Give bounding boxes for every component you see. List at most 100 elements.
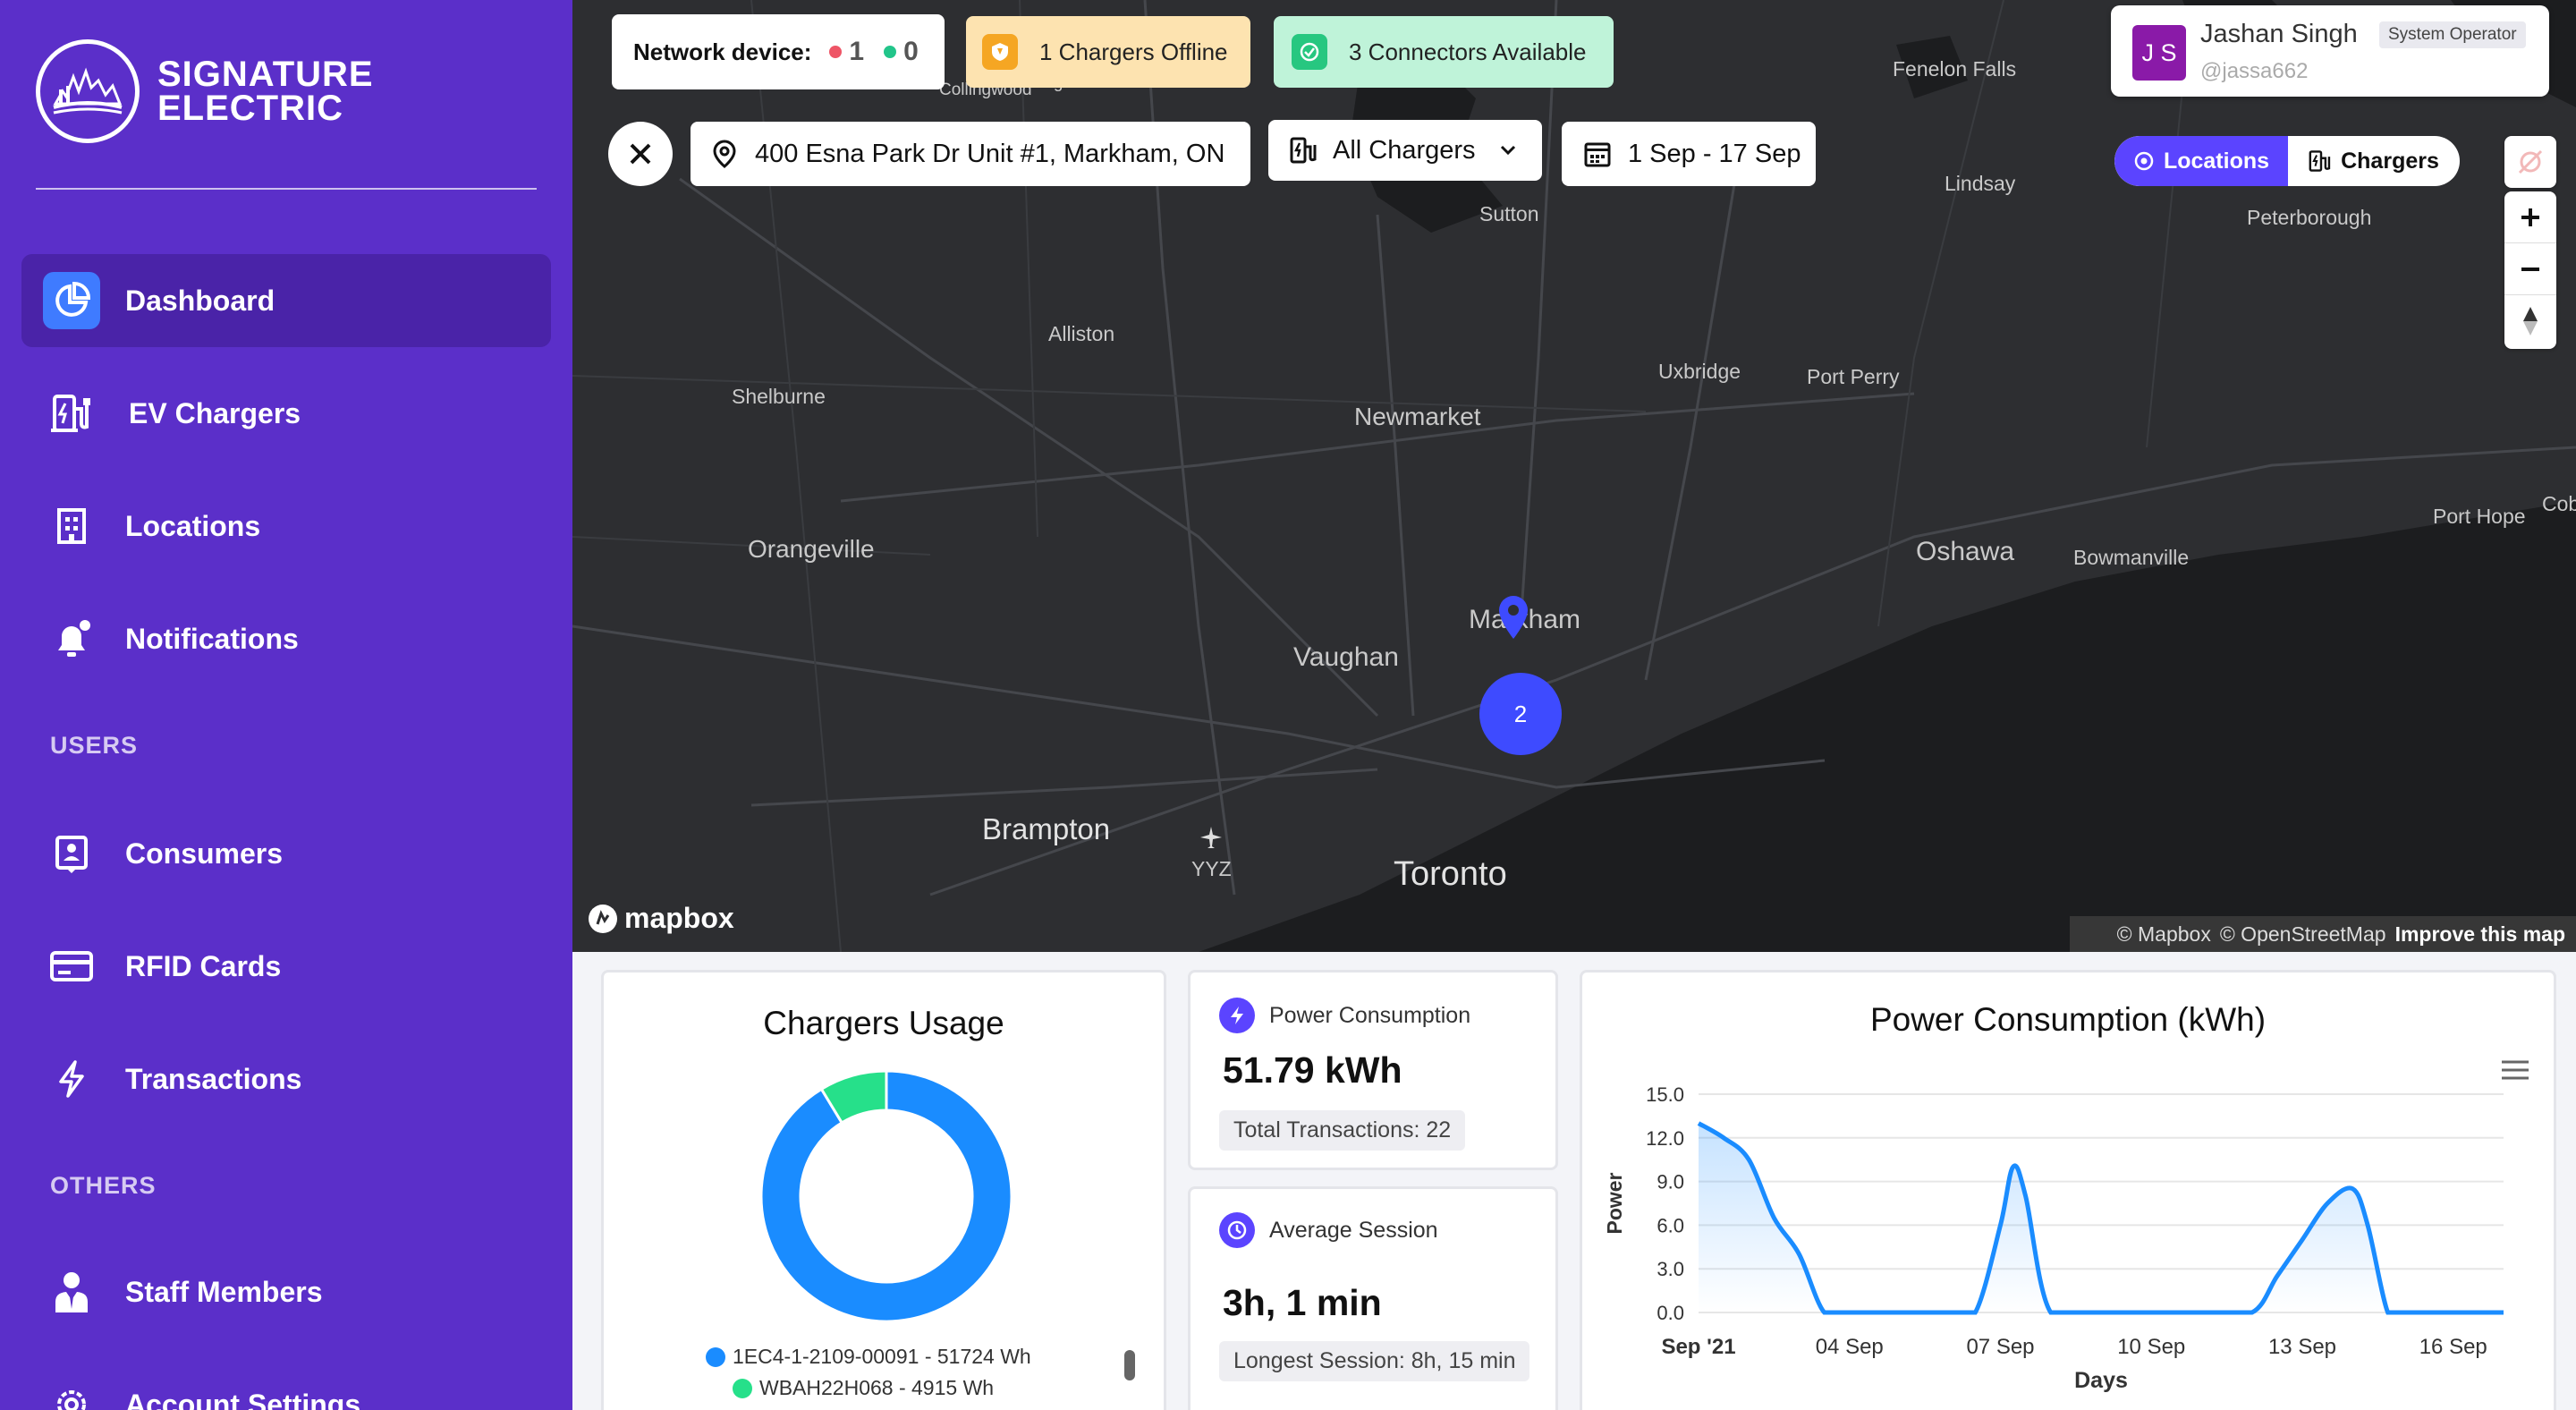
power-consumption-card: Power Consumption 51.79 kWh Total Transa… xyxy=(1188,970,1558,1170)
legend-item[interactable]: 1EC4-1-2109-00091 - 51724 Wh xyxy=(706,1345,1081,1369)
card-icon xyxy=(43,938,100,995)
user-profile-card[interactable]: J S Jashan Singh System Operator @jassa6… xyxy=(2111,5,2549,97)
charger-select[interactable]: All Chargers xyxy=(1268,120,1542,181)
section-others: OTHERS xyxy=(50,1172,157,1199)
series-area xyxy=(1699,1123,2504,1312)
y-tick-label: 0.0 xyxy=(1657,1302,1684,1324)
map-label-yyz: YYZ xyxy=(1191,857,1232,880)
online-dot-icon xyxy=(884,46,897,58)
donut-slice-0[interactable] xyxy=(759,1069,1013,1323)
layer-toggle-button[interactable] xyxy=(2504,136,2556,188)
ev-charger-icon xyxy=(2309,150,2331,172)
toggle-chargers[interactable]: Chargers xyxy=(2288,136,2460,186)
sidebar-item-label: Notifications xyxy=(125,622,299,655)
donut-slice-1[interactable] xyxy=(819,1069,888,1125)
sidebar-item-label: RFID Cards xyxy=(125,949,282,982)
sidebar-item-staff-members[interactable]: Staff Members xyxy=(21,1245,551,1338)
stat-header: Power Consumption xyxy=(1219,998,1470,1033)
chart-title: Power Consumption (kWh) xyxy=(1869,1001,2267,1038)
ev-charger-icon xyxy=(43,385,100,442)
sidebar-item-ev-chargers[interactable]: EV Chargers xyxy=(21,367,551,460)
map-attribution: © Mapbox © OpenStreetMap Improve this ma… xyxy=(2070,916,2576,952)
compass-button[interactable] xyxy=(2504,295,2556,347)
map-label-port-hope: Port Hope xyxy=(2433,505,2526,528)
address-search-field[interactable]: 400 Esna Park Dr Unit #1, Markham, ON xyxy=(691,122,1250,186)
role-badge: System Operator xyxy=(2379,21,2526,48)
legend-swatch xyxy=(706,1346,725,1367)
map-label-uxbridge: Uxbridge xyxy=(1658,360,1741,383)
user-handle: @jassa662 xyxy=(2200,59,2309,83)
y-tick-label: 9.0 xyxy=(1657,1171,1684,1193)
ev-charger-icon xyxy=(1290,137,1317,164)
y-tick-label: 15.0 xyxy=(1646,1083,1684,1106)
close-button[interactable] xyxy=(608,122,673,186)
zoom-out-button[interactable] xyxy=(2504,243,2556,295)
x-tick-label: Sep '21 xyxy=(1661,1335,1735,1359)
x-tick-label: 16 Sep xyxy=(2419,1335,2487,1359)
close-icon xyxy=(630,143,651,165)
user-badge-icon xyxy=(43,825,100,882)
legend-swatch xyxy=(733,1378,752,1398)
mapbox-logo[interactable]: mapbox xyxy=(587,902,734,935)
sidebar-item-account-settings[interactable]: Account Settings xyxy=(21,1358,551,1410)
series-line[interactable] xyxy=(1697,1121,2504,1315)
location-off-icon xyxy=(2518,149,2543,174)
dashboard-icon xyxy=(43,272,100,329)
compass-icon xyxy=(2523,307,2538,336)
sidebar-item-label: Consumers xyxy=(125,837,284,870)
map[interactable]: Collingwood Wasaga Beach Fenelon Falls L… xyxy=(572,0,2576,952)
location-pin-icon[interactable] xyxy=(1497,594,1530,645)
airport-icon xyxy=(1199,825,1224,854)
map-label-shelburne: Shelburne xyxy=(732,385,826,408)
session-value: 3h, 1 min xyxy=(1223,1282,1382,1323)
lightning-icon xyxy=(43,1050,100,1108)
brand-logo[interactable]: SIGNATURE ELECTRIC xyxy=(36,39,374,143)
map-label-brampton: Brampton xyxy=(982,812,1111,845)
sidebar-item-label: Staff Members xyxy=(125,1275,323,1308)
map-label-lindsay: Lindsay xyxy=(1945,172,2016,195)
y-axis-label: Power xyxy=(1603,1172,1626,1234)
building-icon xyxy=(43,497,100,555)
location-pin-icon xyxy=(713,140,736,168)
sidebar: SIGNATURE ELECTRIC Dashboard EV Chargers… xyxy=(0,0,572,1410)
y-tick-label: 6.0 xyxy=(1657,1214,1684,1236)
date-range-picker[interactable]: 1 Sep - 17 Sep xyxy=(1562,122,1816,186)
avatar: J S xyxy=(2132,25,2186,81)
sidebar-item-rfid-cards[interactable]: RFID Cards xyxy=(21,920,551,1013)
sidebar-item-consumers[interactable]: Consumers xyxy=(21,807,551,900)
toggle-locations[interactable]: Locations xyxy=(2114,136,2288,186)
power-line-chart[interactable]: 15.0 12.0 9.0 6.0 3.0 0.0 Sep '21 04 Sep 07 Sep 1… xyxy=(1591,1071,2539,1410)
sidebar-item-label: Account Settings xyxy=(125,1388,361,1410)
card-title: Chargers Usage xyxy=(763,1005,1004,1041)
map-label-toronto: Toronto xyxy=(1394,855,1507,893)
chevron-down-icon xyxy=(1500,145,1515,156)
usage-donut-chart[interactable] xyxy=(752,1062,1021,1330)
longest-session: Longest Session: 8h, 15 min xyxy=(1219,1341,1530,1381)
section-users: USERS xyxy=(50,732,139,759)
chargers-usage-card: Chargers Usage 1EC4-1-2109-00091 - 51724… xyxy=(601,970,1166,1410)
power-value: 51.79 kWh xyxy=(1223,1049,1402,1091)
hamburger-icon xyxy=(2502,1060,2529,1080)
map-label-fenelon: Fenelon Falls xyxy=(1893,57,2017,81)
stat-header: Average Session xyxy=(1219,1212,1438,1248)
zoom-in-button[interactable] xyxy=(2504,191,2556,243)
map-label-bowmanville: Bowmanville xyxy=(2073,546,2190,569)
sidebar-item-label: EV Chargers xyxy=(129,396,301,429)
sidebar-item-dashboard[interactable]: Dashboard xyxy=(21,254,551,347)
cluster-marker[interactable]: 2 xyxy=(1479,673,1562,755)
x-axis-label: Days xyxy=(2074,1368,2128,1393)
sidebar-item-notifications[interactable]: Notifications xyxy=(21,592,551,685)
plus-icon xyxy=(2521,208,2539,226)
location-pin-icon xyxy=(2134,151,2154,171)
connectors-available-badge[interactable]: 3 Connectors Available xyxy=(1274,16,1614,88)
total-transactions: Total Transactions: 22 xyxy=(1219,1110,1466,1151)
sidebar-item-label: Locations xyxy=(125,509,261,542)
map-label-newmarket: Newmarket xyxy=(1354,403,1481,430)
sidebar-item-label: Dashboard xyxy=(125,284,275,317)
chargers-offline-badge[interactable]: 1 Chargers Offline xyxy=(966,16,1250,88)
sidebar-item-locations[interactable]: Locations xyxy=(21,480,551,573)
legend-item[interactable]: WBAH22H068 - 4915 Wh xyxy=(733,1376,1081,1400)
chart-menu-button[interactable] xyxy=(2500,1058,2530,1086)
sidebar-item-transactions[interactable]: Transactions xyxy=(21,1032,551,1125)
legend-scrollbar[interactable] xyxy=(1124,1350,1135,1380)
